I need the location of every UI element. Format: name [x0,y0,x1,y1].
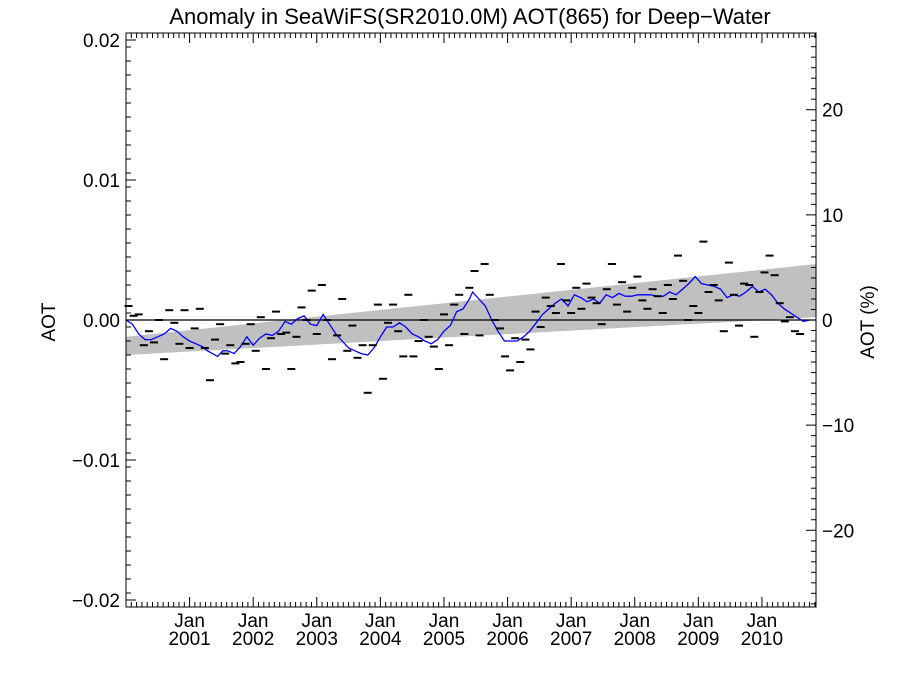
x-tick-label-year: 2001 [168,629,210,650]
x-tick-label-month: Jan [492,611,523,632]
x-tick-label-year: 2006 [486,629,528,650]
chart-title: Anomaly in SeaWiFS(SR2010.0M) AOT(865) f… [169,4,770,29]
x-tick-label-month: Jan [365,611,396,632]
x-tick-label-year: 2004 [359,629,402,650]
x-tick-label-year: 2005 [423,629,465,650]
y-tick-label: 0.01 [83,171,120,192]
running-mean-line [125,275,810,358]
y2-axis-label: AOT (%) [858,285,879,359]
x-tick-label-month: Jan [174,611,205,632]
x-tick-label-month: Jan [429,611,460,632]
x-tick-label-year: 2003 [296,629,338,650]
x-tick-label-month: Jan [747,611,778,632]
y-tick-label: 0.02 [83,31,120,52]
x-tick-label-month: Jan [556,611,587,632]
x-tick-label-year: 2008 [614,629,656,650]
x-tick-label-year: 2007 [550,629,592,650]
y-tick-label: 0.00 [83,311,120,332]
y2-tick-label: 0 [822,311,833,332]
axis-ticks-layer [126,32,816,608]
y2-tick-label: 10 [822,206,843,227]
tick-labels-layer: 0.020.010.00−0.01−0.0220100−10−20Jan2001… [72,31,854,650]
x-tick-label-year: 2010 [741,629,783,650]
x-tick-label-month: Jan [619,611,650,632]
y-axis-label: AOT [39,302,60,341]
y-tick-label: −0.01 [72,451,120,472]
y-tick-label: −0.02 [72,591,120,612]
x-tick-label-month: Jan [301,611,332,632]
x-tick-label-month: Jan [683,611,714,632]
running-mean-layer [125,275,810,358]
y2-tick-label: −10 [822,416,854,437]
monthly-markers-layer [124,240,805,394]
x-tick-label-year: 2009 [677,629,719,650]
x-tick-label-month: Jan [238,611,269,632]
y2-tick-label: −20 [822,521,854,542]
confidence-band-layer [126,264,816,355]
confidence-band [126,264,816,355]
y2-tick-label: 20 [822,101,843,122]
x-tick-label-year: 2002 [232,629,274,650]
